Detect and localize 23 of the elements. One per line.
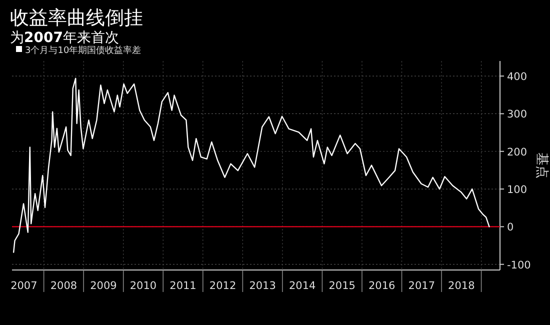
x-tick-label: 2013	[249, 280, 276, 292]
x-tick-label: 2018	[448, 280, 475, 292]
x-tick-label: 2009	[90, 280, 117, 292]
y-axis-title: 基点	[534, 152, 549, 178]
x-tick-label: 2014	[288, 280, 316, 292]
legend-label: 3个月与10年期国债收益率差	[25, 45, 142, 56]
x-tick-label: 2016	[368, 280, 396, 292]
x-tick-label: 2012	[209, 280, 236, 292]
y-tick-label: -100	[507, 259, 531, 272]
x-tick-label: 2010	[130, 280, 157, 292]
y-tick-label: 100	[507, 184, 528, 196]
x-tick-label: 2008	[50, 280, 78, 292]
x-tick-label: 2015	[328, 280, 356, 292]
x-tick-label: 2007	[10, 280, 38, 292]
y-tick-label: 200	[507, 146, 528, 158]
y-tick-label: 400	[507, 71, 528, 84]
chart-subtitle: 为2007年来首次	[10, 30, 119, 46]
chart-title: 收益率曲线倒挂	[10, 7, 143, 29]
y-tick-label: 0	[507, 222, 514, 234]
x-tick-label: 2017	[408, 280, 436, 292]
y-tick-label: 300	[507, 108, 528, 121]
x-tick-label: 2011	[170, 280, 196, 292]
line-series	[12, 78, 490, 253]
